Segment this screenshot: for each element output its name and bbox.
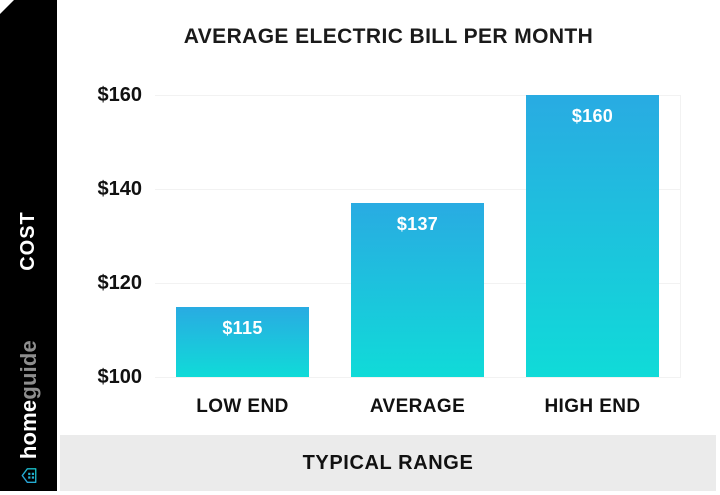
y-tick-160: $160	[97, 84, 143, 106]
y-axis-label-wrap: COST	[0, 166, 57, 316]
bar-slot-low-end: $115	[155, 95, 330, 377]
y-tick-120: $120	[97, 272, 143, 294]
homeguide-logo: homeguide	[0, 340, 57, 488]
bar-value-high-end: $160	[571, 106, 614, 126]
left-rail: COST homeguide	[0, 0, 57, 491]
bar-high-end: $160	[526, 95, 659, 377]
y-axis-label: COST	[17, 211, 39, 271]
corner-cut-decoration	[0, 0, 14, 14]
x-label-high-end: HIGH END	[544, 396, 641, 417]
bar-low-end: $115	[176, 306, 309, 377]
footer-band: TYPICAL RANGE	[60, 435, 716, 491]
x-label-low-end: LOW END	[196, 396, 289, 417]
gridline-160	[155, 95, 680, 96]
logo-word-home: home	[15, 399, 41, 460]
bar-value-average: $137	[396, 214, 439, 235]
x-label-average: AVERAGE	[369, 396, 466, 417]
gridline-140	[155, 189, 680, 190]
logo-wordmark: homeguide	[16, 340, 42, 459]
logo-word-guide: guide	[15, 340, 41, 400]
x-axis-labels: LOW END AVERAGE HIGH END	[155, 396, 680, 418]
bar-value-low-end: $115	[222, 317, 263, 338]
plot-area: $115 $137 $160	[155, 95, 681, 378]
y-tick-140: $140	[97, 178, 143, 200]
bar-average: $137	[351, 203, 484, 377]
house-icon	[21, 468, 36, 483]
x-axis-title: TYPICAL RANGE	[302, 451, 474, 474]
bar-slot-average: $137	[330, 95, 505, 377]
bar-slot-high-end: $160	[505, 95, 680, 377]
bars-group: $115 $137 $160	[155, 95, 680, 377]
chart-title: AVERAGE ELECTRIC BILL PER MONTH	[183, 25, 594, 48]
y-tick-100: $100	[97, 366, 143, 388]
